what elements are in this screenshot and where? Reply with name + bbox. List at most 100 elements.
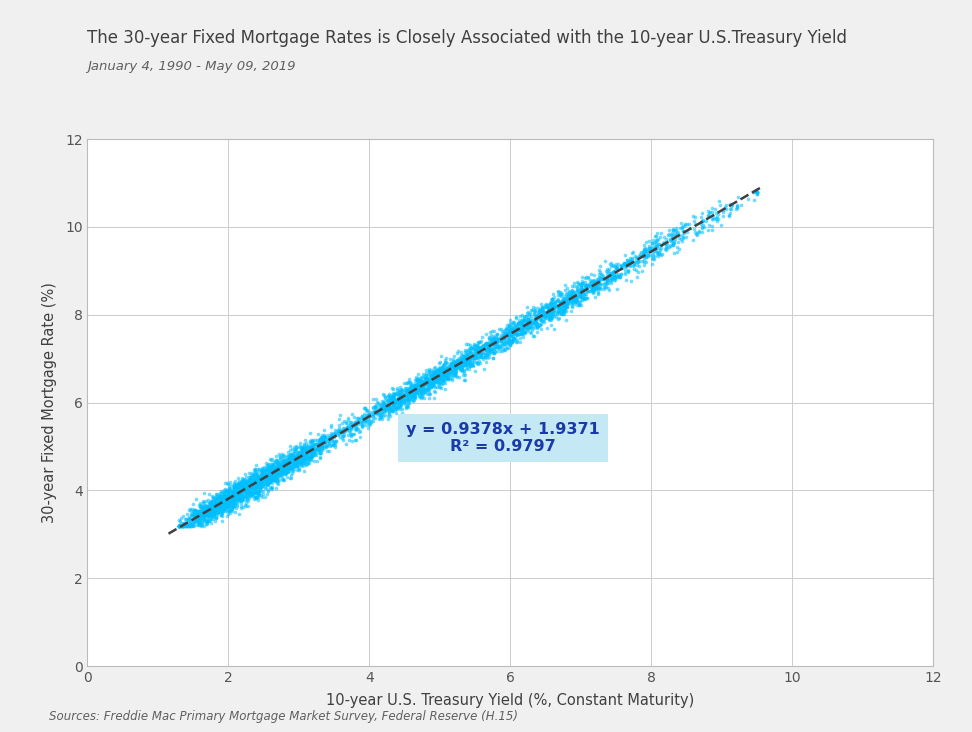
- Point: [528, 305, 543, 317]
- Point: [216, 496, 231, 508]
- Point: [686, 223, 702, 235]
- Point: [565, 302, 580, 313]
- Point: [434, 378, 449, 389]
- Point: [221, 497, 236, 509]
- Point: [316, 436, 331, 447]
- Point: [638, 252, 653, 264]
- Point: [464, 346, 479, 358]
- Point: [647, 242, 663, 253]
- Point: [420, 376, 435, 387]
- Point: [606, 265, 621, 277]
- Point: [280, 455, 295, 466]
- Point: [389, 395, 404, 406]
- Point: [220, 486, 235, 498]
- Point: [247, 483, 262, 495]
- Point: [667, 230, 682, 242]
- Point: [678, 218, 694, 230]
- Point: [485, 352, 501, 364]
- Point: [381, 408, 397, 419]
- Point: [336, 426, 352, 438]
- Point: [446, 361, 462, 373]
- Point: [502, 336, 517, 348]
- Point: [236, 490, 252, 502]
- Point: [391, 386, 406, 397]
- Point: [454, 365, 469, 376]
- Point: [700, 211, 715, 223]
- Point: [512, 332, 528, 343]
- Point: [605, 268, 620, 280]
- Point: [208, 497, 224, 509]
- Point: [556, 299, 572, 311]
- Point: [486, 325, 502, 337]
- Point: [618, 261, 634, 272]
- Point: [524, 320, 539, 332]
- Point: [489, 336, 504, 348]
- Point: [486, 334, 502, 346]
- Point: [499, 327, 514, 339]
- Point: [244, 471, 260, 483]
- Point: [229, 490, 245, 501]
- Point: [419, 377, 434, 389]
- Point: [462, 348, 477, 360]
- Point: [463, 359, 478, 370]
- Point: [452, 356, 468, 368]
- Point: [261, 467, 277, 479]
- Point: [533, 305, 548, 316]
- Point: [398, 391, 413, 403]
- Point: [521, 320, 537, 332]
- Point: [427, 366, 442, 378]
- Point: [503, 324, 519, 336]
- Point: [550, 302, 566, 313]
- Point: [450, 358, 466, 370]
- Point: [603, 258, 618, 269]
- Point: [712, 199, 727, 211]
- Point: [585, 280, 601, 292]
- Point: [302, 443, 318, 455]
- Point: [250, 488, 265, 500]
- Point: [586, 282, 602, 294]
- Point: [409, 373, 425, 385]
- Point: [483, 344, 499, 356]
- Point: [463, 346, 478, 358]
- Point: [509, 329, 525, 341]
- Point: [570, 283, 585, 295]
- Point: [302, 453, 318, 465]
- Point: [540, 302, 556, 314]
- Point: [558, 294, 573, 306]
- Point: [415, 382, 431, 394]
- Point: [437, 370, 453, 382]
- Point: [263, 468, 279, 479]
- Point: [368, 402, 384, 414]
- Point: [559, 290, 574, 302]
- Point: [382, 401, 398, 413]
- Point: [301, 454, 317, 466]
- Point: [541, 314, 557, 326]
- Point: [195, 512, 211, 523]
- Point: [489, 341, 504, 353]
- Point: [467, 365, 482, 377]
- Point: [344, 421, 360, 433]
- Point: [254, 467, 269, 479]
- Point: [190, 510, 205, 522]
- Point: [171, 520, 187, 531]
- Point: [389, 403, 404, 414]
- Point: [372, 412, 388, 424]
- Point: [478, 338, 494, 350]
- Point: [281, 460, 296, 472]
- Point: [190, 508, 205, 520]
- Point: [317, 436, 332, 447]
- Point: [432, 372, 447, 384]
- Point: [262, 482, 278, 494]
- Point: [228, 489, 244, 501]
- Point: [432, 377, 447, 389]
- Point: [583, 283, 599, 294]
- Point: [664, 233, 679, 244]
- Point: [207, 504, 223, 515]
- Point: [590, 285, 606, 297]
- Point: [179, 520, 194, 531]
- Point: [226, 492, 241, 504]
- Point: [207, 496, 223, 507]
- Point: [480, 338, 496, 350]
- Point: [172, 520, 188, 531]
- Point: [213, 493, 228, 505]
